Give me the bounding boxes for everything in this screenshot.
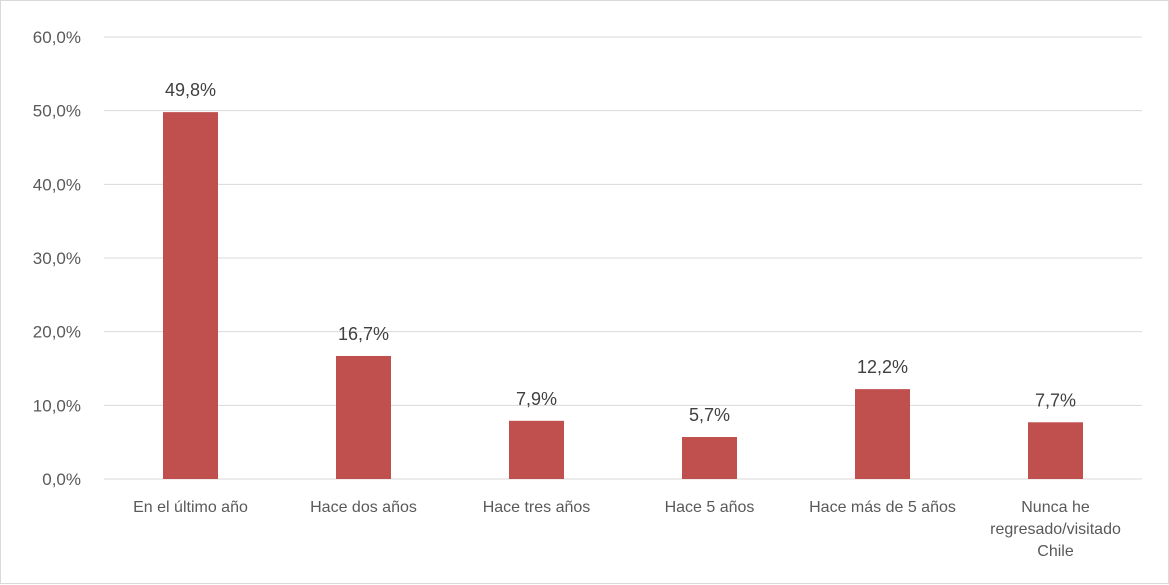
y-tick-label: 50,0% (33, 102, 81, 121)
category-label: Hace tres años (483, 499, 591, 516)
category-label: Hace dos años (310, 499, 417, 516)
data-label: 49,8% (165, 80, 216, 100)
bar (336, 355, 391, 479)
bar (509, 420, 564, 479)
data-labels: 49,8% 16,7% 7,9% 5,7% 12,2% 7,7% (165, 80, 1076, 425)
category-label: Hace 5 años (665, 499, 755, 516)
bar (1028, 422, 1083, 479)
category-label: Chile (1037, 543, 1074, 560)
data-label: 5,7% (689, 405, 730, 425)
bars (163, 112, 1083, 479)
category-label: Hace más de 5 años (809, 499, 956, 516)
bar (855, 389, 910, 479)
data-label: 16,7% (338, 324, 389, 344)
y-axis-tick-labels: 0,0% 10,0% 20,0% 30,0% 40,0% 50,0% 60,0% (33, 28, 81, 489)
x-axis-category-labels: En el último año Hace dos años Hace tres a… (133, 499, 1121, 560)
y-tick-label: 0,0% (42, 470, 81, 489)
data-label: 7,7% (1035, 390, 1076, 410)
y-tick-label: 10,0% (33, 396, 81, 415)
category-label: En el último año (133, 499, 248, 516)
category-label: regresado/visitado (990, 521, 1121, 538)
y-tick-label: 20,0% (33, 323, 81, 342)
category-label: Nunca he (1021, 499, 1090, 516)
data-label: 7,9% (516, 389, 557, 409)
data-label: 12,2% (857, 357, 908, 377)
gridlines (104, 36, 1142, 480)
y-tick-label: 60,0% (33, 28, 81, 47)
bar (682, 437, 737, 479)
y-tick-label: 30,0% (33, 249, 81, 268)
y-tick-label: 40,0% (33, 175, 81, 194)
bar (163, 112, 218, 479)
